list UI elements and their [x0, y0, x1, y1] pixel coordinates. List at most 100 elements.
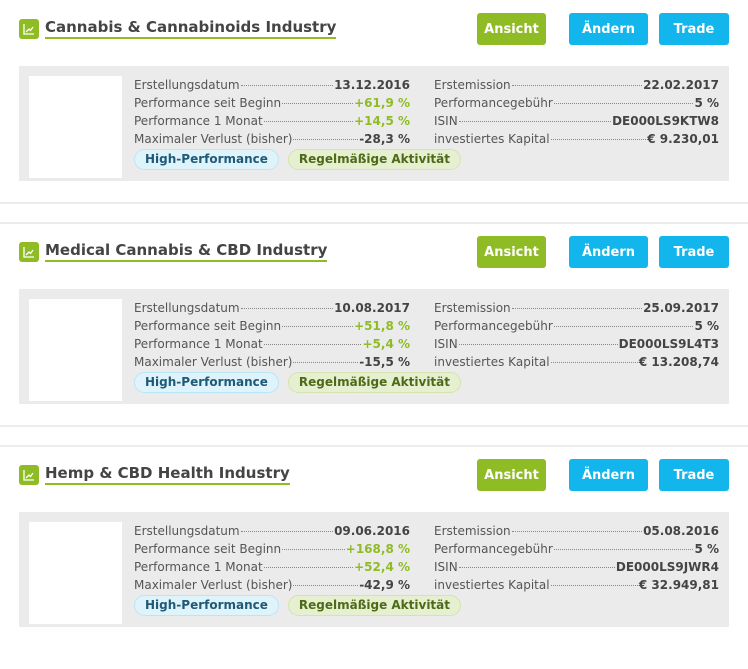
portfolio-title-link[interactable]: Medical Cannabis & CBD Industry [45, 241, 328, 262]
chart-trend-icon [19, 18, 39, 39]
perf-month-row: Performance 1 Monat +52,4 % [134, 558, 410, 576]
capital-row: investiertes Kapital € 32.949,81 [434, 576, 719, 594]
portfolio-card: Cannabis & Cannabinoids Industry Ansicht… [0, 0, 748, 223]
label: Performance seit Beginn [134, 542, 282, 556]
portfolio-card: Hemp & CBD Health Industry Ansicht Änder… [0, 446, 748, 669]
label: investiertes Kapital [434, 132, 550, 146]
divider [0, 445, 748, 447]
value: +51,8 % [354, 319, 410, 333]
portfolio-title-link[interactable]: Cannabis & Cannabinoids Industry [45, 18, 337, 39]
value: 5 % [694, 319, 719, 333]
created-row: Erstellungsdatum 13.12.2016 [134, 76, 410, 94]
first-issue-row: Erstemission 05.08.2016 [434, 522, 719, 540]
label: Performancegebühr [434, 319, 553, 333]
performance-sparkline[interactable] [29, 522, 122, 624]
value: -15,5 % [359, 355, 410, 369]
label: ISIN [434, 560, 458, 574]
trade-button[interactable]: Trade [659, 236, 729, 268]
value: 5 % [694, 542, 719, 556]
portfolio-title-link[interactable]: Hemp & CBD Health Industry [45, 464, 290, 485]
value: 13.12.2016 [334, 78, 410, 92]
value: +168,8 % [345, 542, 410, 556]
portfolio-details: Erstellungsdatum 10.08.2017 Performance s… [19, 289, 729, 404]
view-button[interactable]: Ansicht [477, 236, 546, 268]
value: +14,5 % [354, 114, 410, 128]
view-button[interactable]: Ansicht [477, 13, 546, 45]
value: DE000LS9L4T3 [618, 337, 719, 351]
portfolio-title: Hemp & CBD Health Industry [19, 464, 290, 485]
chart-trend-icon [19, 241, 39, 262]
label: Maximaler Verlust (bisher) [134, 578, 293, 592]
value: +52,4 % [354, 560, 410, 574]
created-row: Erstellungsdatum 09.06.2016 [134, 522, 410, 540]
value: 5 % [694, 96, 719, 110]
high-performance-badge[interactable]: High-Performance [134, 149, 279, 170]
value: € 32.949,81 [638, 578, 719, 592]
label: Performance 1 Monat [134, 560, 263, 574]
value: +61,9 % [354, 96, 410, 110]
max-loss-row: Maximaler Verlust (bisher) -28,3 % [134, 130, 410, 148]
label: Erstemission [434, 524, 511, 538]
isin-row: ISIN DE000LS9KTW8 [434, 112, 719, 130]
max-loss-row: Maximaler Verlust (bisher) -42,9 % [134, 576, 410, 594]
label: ISIN [434, 114, 458, 128]
capital-row: investiertes Kapital € 9.230,01 [434, 130, 719, 148]
label: investiertes Kapital [434, 355, 550, 369]
perf-month-row: Performance 1 Monat +5,4 % [134, 335, 410, 353]
perf-fee-row: Performancegebühr 5 % [434, 540, 719, 558]
portfolio-details: Erstellungsdatum 13.12.2016 Performance s… [19, 66, 729, 181]
performance-sparkline[interactable] [29, 299, 122, 401]
view-button[interactable]: Ansicht [477, 459, 546, 491]
divider [0, 425, 748, 427]
isin-row: ISIN DE000LS9L4T3 [434, 335, 719, 353]
created-row: Erstellungsdatum 10.08.2017 [134, 299, 410, 317]
label: ISIN [434, 337, 458, 351]
edit-button[interactable]: Ändern [569, 13, 648, 45]
label: Maximaler Verlust (bisher) [134, 355, 293, 369]
value: 05.08.2016 [643, 524, 719, 538]
first-issue-row: Erstemission 22.02.2017 [434, 76, 719, 94]
value: DE000LS9KTW8 [612, 114, 719, 128]
perf-start-row: Performance seit Beginn +61,9 % [134, 94, 410, 112]
edit-button[interactable]: Ändern [569, 236, 648, 268]
divider [0, 222, 748, 224]
value: 25.09.2017 [643, 301, 719, 315]
label: Performancegebühr [434, 542, 553, 556]
divider [0, 202, 748, 204]
value: DE000LS9JWR4 [615, 560, 719, 574]
perf-start-row: Performance seit Beginn +51,8 % [134, 317, 410, 335]
perf-month-row: Performance 1 Monat +14,5 % [134, 112, 410, 130]
label: Erstellungsdatum [134, 301, 240, 315]
high-performance-badge[interactable]: High-Performance [134, 372, 279, 393]
regular-activity-badge[interactable]: Regelmäßige Aktivität [287, 372, 462, 393]
perf-start-row: Performance seit Beginn +168,8 % [134, 540, 410, 558]
high-performance-badge[interactable]: High-Performance [134, 595, 279, 616]
label: Performance 1 Monat [134, 114, 263, 128]
edit-button[interactable]: Ändern [569, 459, 648, 491]
label: Erstemission [434, 78, 511, 92]
portfolio-title: Cannabis & Cannabinoids Industry [19, 18, 337, 39]
perf-fee-row: Performancegebühr 5 % [434, 94, 719, 112]
trade-button[interactable]: Trade [659, 13, 729, 45]
value: 09.06.2016 [334, 524, 410, 538]
performance-sparkline[interactable] [29, 76, 122, 178]
label: Erstellungsdatum [134, 524, 240, 538]
label: Performance seit Beginn [134, 319, 282, 333]
perf-fee-row: Performancegebühr 5 % [434, 317, 719, 335]
value: 10.08.2017 [334, 301, 410, 315]
capital-row: investiertes Kapital € 13.208,74 [434, 353, 719, 371]
regular-activity-badge[interactable]: Regelmäßige Aktivität [287, 595, 462, 616]
chart-trend-icon [19, 464, 39, 485]
regular-activity-badge[interactable]: Regelmäßige Aktivität [287, 149, 462, 170]
value: -28,3 % [359, 132, 410, 146]
label: Performance 1 Monat [134, 337, 263, 351]
portfolio-title: Medical Cannabis & CBD Industry [19, 241, 328, 262]
portfolio-card: Medical Cannabis & CBD Industry Ansicht … [0, 223, 748, 446]
label: Maximaler Verlust (bisher) [134, 132, 293, 146]
label: Erstellungsdatum [134, 78, 240, 92]
value: -42,9 % [359, 578, 410, 592]
trade-button[interactable]: Trade [659, 459, 729, 491]
value: € 13.208,74 [638, 355, 719, 369]
isin-row: ISIN DE000LS9JWR4 [434, 558, 719, 576]
value: +5,4 % [362, 337, 410, 351]
